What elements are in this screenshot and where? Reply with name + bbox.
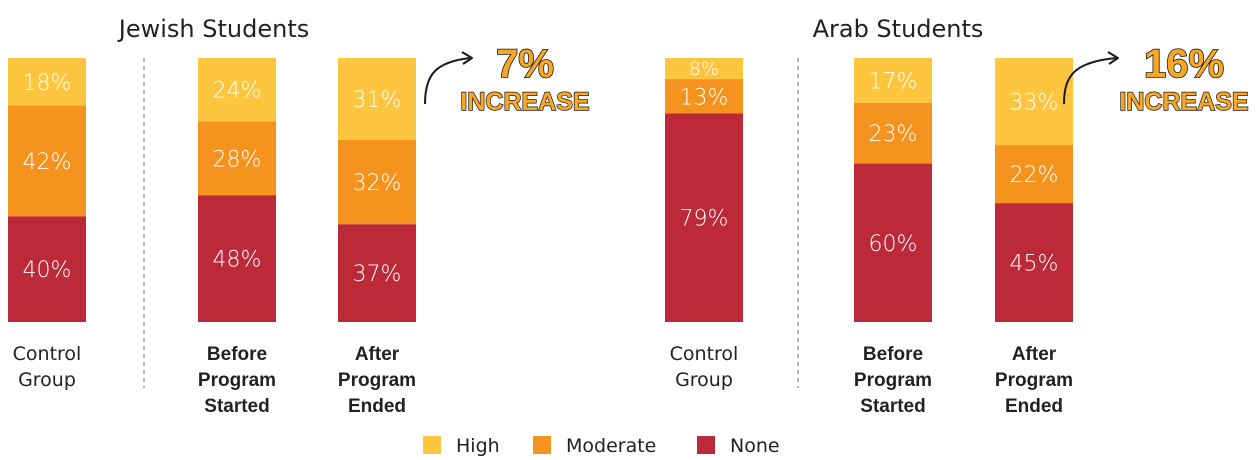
arrow-head-icon <box>1107 51 1119 65</box>
category-label-line: After <box>1012 344 1057 365</box>
category-label-line: After <box>355 344 400 365</box>
group-title-jewish-students: Jewish Students <box>117 15 309 43</box>
data-label-high: 17% <box>869 69 918 94</box>
legend-label-none: None <box>730 435 780 457</box>
category-label-line: Started <box>860 396 925 417</box>
category-label-line: Before <box>207 344 267 365</box>
legend-label-high: High <box>456 435 500 457</box>
bar-segment-none <box>8 216 86 322</box>
data-label-high: 24% <box>213 79 262 104</box>
data-label-high: 31% <box>353 88 402 113</box>
legend: High Moderate None <box>423 435 780 457</box>
annotation-jewish: 7% INCREASE <box>424 41 590 117</box>
bar-segment-none <box>995 203 1073 322</box>
category-label-line: Group <box>18 369 76 391</box>
data-label-none: 48% <box>213 248 262 273</box>
bar-segment-high <box>8 58 86 106</box>
bar-segment-moderate <box>198 121 276 196</box>
data-label-none: 37% <box>353 262 402 287</box>
legend-swatch-moderate <box>533 436 551 454</box>
bar-segment-moderate <box>338 139 416 225</box>
increase-percent-jewish: 7% <box>496 42 554 86</box>
data-label-none: 40% <box>23 258 72 283</box>
data-label-none: 45% <box>1010 252 1059 277</box>
data-label-moderate: 13% <box>680 85 729 110</box>
increase-arrow-line <box>424 57 471 105</box>
bar-segment-none <box>854 163 932 322</box>
annotation-arab: 16% INCREASE <box>1063 41 1249 117</box>
data-label-moderate: 22% <box>1010 163 1059 188</box>
data-label-moderate: 42% <box>23 150 72 175</box>
increase-label-jewish: INCREASE <box>460 88 589 116</box>
category-label-line: Control <box>670 343 739 365</box>
bar-segment-high <box>338 58 416 140</box>
category-label-line: Program <box>338 370 416 391</box>
category-label-line: Group <box>675 369 733 391</box>
increase-label-arab: INCREASE <box>1119 88 1248 116</box>
data-label-high: 33% <box>1010 91 1059 116</box>
group-title-arab-students: Arab Students <box>813 15 984 43</box>
bar-segment-moderate <box>995 145 1073 204</box>
category-label-line: Started <box>204 396 269 417</box>
legend-swatch-none <box>697 436 715 454</box>
bar-segment-moderate <box>8 105 86 217</box>
category-label-line: Program <box>854 370 932 391</box>
data-label-moderate: 28% <box>213 147 262 172</box>
category-labels: Control Group Before Program Started After Pro… <box>13 343 1073 417</box>
data-label-none: 60% <box>869 232 918 257</box>
increase-percent-arab: 16% <box>1144 42 1224 86</box>
bar-segment-high <box>854 58 932 103</box>
category-label-line: Ended <box>348 396 406 417</box>
category-label-line: Before <box>863 344 923 365</box>
bar-segment-high <box>665 58 743 80</box>
bars-layer: 18% 42% 40% 24% 28% 48% 31% 32% 37% 8% 13% 79% 17% 23… <box>8 58 1073 322</box>
data-label-moderate: 32% <box>353 171 402 196</box>
data-label-high: 18% <box>23 71 72 96</box>
legend-swatch-high <box>423 436 441 454</box>
bar-segment-high <box>995 58 1073 146</box>
bar-segment-moderate <box>854 102 932 164</box>
bar-segment-none <box>198 195 276 322</box>
category-label-line: Control <box>13 343 82 365</box>
data-label-moderate: 23% <box>869 122 918 147</box>
bar-segment-none <box>665 113 743 322</box>
data-label-high: 8% <box>689 58 719 80</box>
category-label-line: Program <box>995 370 1073 391</box>
legend-label-moderate: Moderate <box>566 435 656 457</box>
category-label-line: Ended <box>1005 396 1063 417</box>
increase-arrow-line <box>1063 57 1117 105</box>
bar-segment-none <box>338 224 416 322</box>
bar-segment-moderate <box>665 79 743 114</box>
category-label-line: Program <box>198 370 276 391</box>
arrow-head-icon <box>461 51 473 65</box>
data-label-none: 79% <box>680 207 729 232</box>
bar-segment-high <box>198 58 276 122</box>
